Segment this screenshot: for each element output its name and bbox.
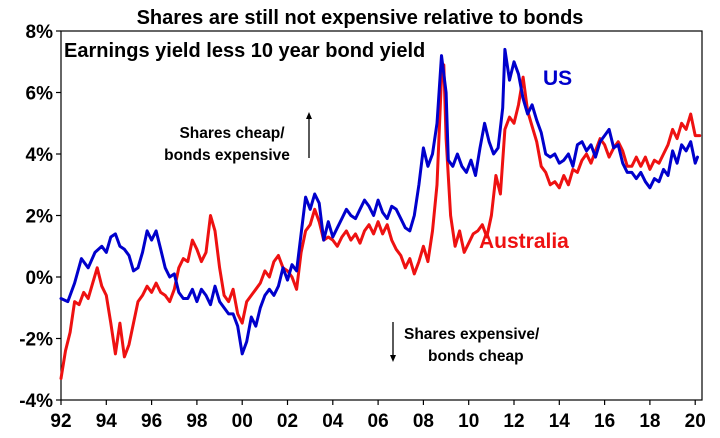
axes: -4% -2% 0% 2% 4% 6% 8% 92 94 96 98 00 02 04 06 08 10 12 14… bbox=[19, 22, 706, 432]
x-tick-label: 20 bbox=[685, 411, 706, 432]
annotation-expensive-line2: bonds cheap bbox=[428, 348, 524, 365]
x-tick-label: 18 bbox=[639, 411, 660, 432]
annotation-cheap-line1: Shares cheap/ bbox=[179, 125, 285, 142]
chart-subtitle: Earnings yield less 10 year bond yield bbox=[64, 40, 425, 62]
x-tick-label: 00 bbox=[232, 411, 253, 432]
series-label-australia: Australia bbox=[479, 230, 569, 253]
y-tick-label: 6% bbox=[26, 84, 54, 105]
x-tick-label: 94 bbox=[96, 411, 118, 432]
x-tick-label: 06 bbox=[368, 411, 389, 432]
x-tick-label: 12 bbox=[503, 411, 524, 432]
y-tick-label: 8% bbox=[26, 22, 54, 43]
x-tick-label: 14 bbox=[549, 411, 571, 432]
x-tick-label: 08 bbox=[413, 411, 434, 432]
x-tick-label: 92 bbox=[50, 411, 71, 432]
series-line-us bbox=[59, 47, 699, 356]
chart-title: Shares are still not expensive relative … bbox=[137, 7, 584, 29]
y-tick-label: 0% bbox=[26, 268, 54, 289]
arrow-down-icon bbox=[390, 355, 396, 362]
x-tick-label: 04 bbox=[322, 411, 344, 432]
x-tick-label: 10 bbox=[458, 411, 479, 432]
annotation-cheap-line2: bonds expensive bbox=[164, 147, 290, 164]
x-tick-label: 96 bbox=[141, 411, 162, 432]
x-tick-label: 98 bbox=[186, 411, 207, 432]
annotation-expensive-line1: Shares expensive/ bbox=[404, 326, 540, 343]
plot-frame bbox=[60, 30, 703, 401]
series-label-us: US bbox=[543, 67, 572, 90]
series-line-australia bbox=[59, 63, 702, 380]
y-tick-label: 4% bbox=[26, 145, 54, 166]
y-tick-label: -4% bbox=[19, 391, 53, 412]
x-tick-label: 16 bbox=[594, 411, 615, 432]
y-tick-label: -2% bbox=[19, 330, 53, 351]
x-tick-label: 02 bbox=[277, 411, 298, 432]
y-tick-label: 2% bbox=[26, 207, 54, 228]
series-lines bbox=[59, 47, 702, 380]
arrow-up-icon bbox=[306, 112, 312, 119]
